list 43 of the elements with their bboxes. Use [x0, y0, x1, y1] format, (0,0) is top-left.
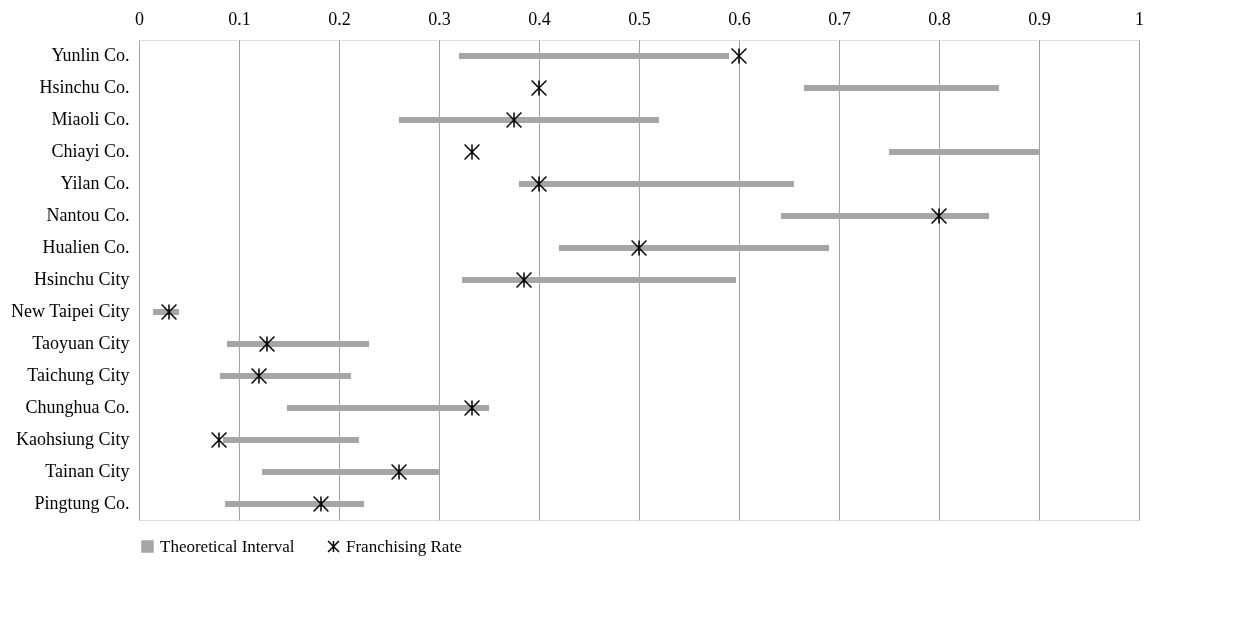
- y-tick-label: Tainan City: [45, 461, 130, 481]
- point: [258, 335, 276, 353]
- point: [630, 239, 648, 257]
- point: [390, 463, 408, 481]
- y-tick-label: Kaohsiung City: [15, 429, 130, 449]
- point: [250, 367, 268, 385]
- legend-label: Theoretical Interval: [160, 536, 295, 556]
- x-tick-label: 0.9: [1028, 8, 1051, 29]
- y-tick-label: New Taipei City: [11, 301, 130, 321]
- x-tick-label: 0.2: [328, 8, 351, 29]
- legend-label: Franchising Rate: [346, 536, 462, 556]
- y-tick-label: Pingtung Co.: [34, 493, 130, 513]
- x-tick-label: 0.7: [828, 8, 851, 29]
- x-tick-label: 0.5: [628, 8, 651, 29]
- y-tick-label: Miaoli Co.: [51, 109, 130, 129]
- y-tick-label: Chiayi Co.: [51, 141, 130, 161]
- x-tick-label: 0.4: [528, 8, 551, 29]
- point: [312, 495, 330, 513]
- point: [530, 79, 548, 97]
- point: [463, 399, 481, 417]
- point: [210, 431, 228, 449]
- point: [160, 303, 178, 321]
- y-tick-label: Yilan Co.: [60, 173, 130, 193]
- point: [505, 111, 523, 129]
- x-tick-label: 1: [1135, 8, 1144, 29]
- x-tick-label: 0.8: [928, 8, 951, 29]
- y-tick-label: Nantou Co.: [46, 205, 130, 225]
- x-tick-label: 0.6: [728, 8, 751, 29]
- y-tick-label: Hualien Co.: [42, 237, 130, 257]
- y-tick-label: Taoyuan City: [32, 333, 130, 353]
- x-tick-label: 0: [135, 8, 144, 29]
- y-tick-label: Hsinchu Co.: [39, 77, 130, 97]
- point: [515, 271, 533, 289]
- y-tick-label: Yunlin Co.: [51, 45, 130, 65]
- point: [730, 47, 748, 65]
- x-tick-label: 0.3: [428, 8, 451, 29]
- point: [463, 143, 481, 161]
- point: [930, 207, 948, 225]
- point: [530, 175, 548, 193]
- y-tick-label: Chunghua Co.: [25, 397, 130, 417]
- y-tick-label: Taichung City: [27, 365, 130, 385]
- x-tick-label: 0.1: [228, 8, 251, 29]
- y-tick-label: Hsinchu City: [33, 269, 130, 289]
